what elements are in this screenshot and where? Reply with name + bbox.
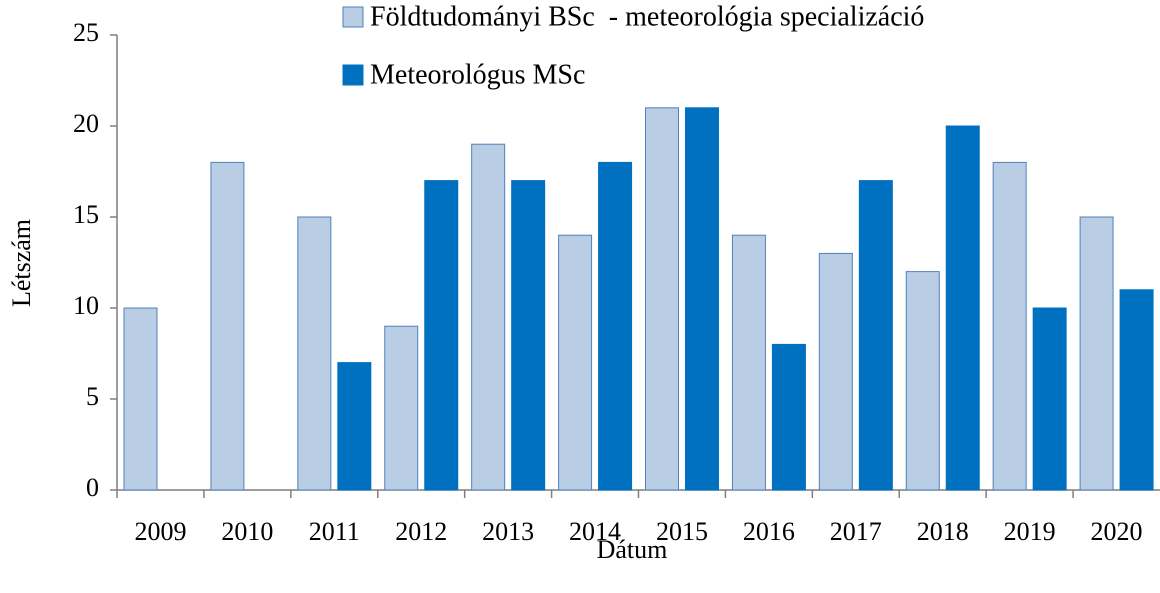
bar [905,271,940,491]
y-tick-label: 15 [73,200,99,229]
x-tick-label: 2011 [309,517,360,546]
legend-label: Meteorológus MSc [370,59,585,90]
x-tick-label: 2013 [482,517,534,546]
bar [558,234,593,491]
bar [123,307,158,491]
x-tick-label: 2019 [1004,517,1056,546]
legend-label: Földtudományi BSc - meteorológia special… [370,1,924,32]
bar [297,216,332,491]
x-tick-label: 2014 [569,517,621,546]
x-tick-label: 2015 [656,517,708,546]
bar [598,161,633,491]
bar [685,107,719,491]
bar [771,343,806,491]
bar [945,125,980,491]
bar [731,234,766,491]
bar [818,252,853,491]
x-tick-label: 2020 [1091,517,1143,546]
bar [337,362,372,491]
y-tick-label: 25 [73,18,99,47]
bar [1079,216,1114,491]
x-tick-label: 2016 [743,517,795,546]
bar [992,161,1027,491]
y-tick-label: 20 [73,109,99,138]
y-axis-label: Létszám [7,219,36,307]
x-tick-label: 2018 [917,517,969,546]
bar [1119,289,1154,491]
bar [645,107,679,491]
bar [424,180,459,491]
bar [210,161,245,491]
bar [511,180,546,491]
y-tick-label: 0 [86,473,99,502]
x-tick-label: 2017 [830,517,882,546]
bar [858,180,893,491]
y-tick-label: 5 [86,382,99,411]
y-tick-label: 10 [73,291,99,320]
x-axis-label: Dátum [597,535,668,564]
bar [1032,307,1067,491]
legend-swatch [342,6,364,28]
x-tick-label: 2009 [134,517,186,546]
legend-swatch [342,64,364,86]
bar [471,143,506,491]
x-tick-label: 2012 [395,517,447,546]
x-tick-label: 2010 [221,517,273,546]
bar [384,325,419,491]
